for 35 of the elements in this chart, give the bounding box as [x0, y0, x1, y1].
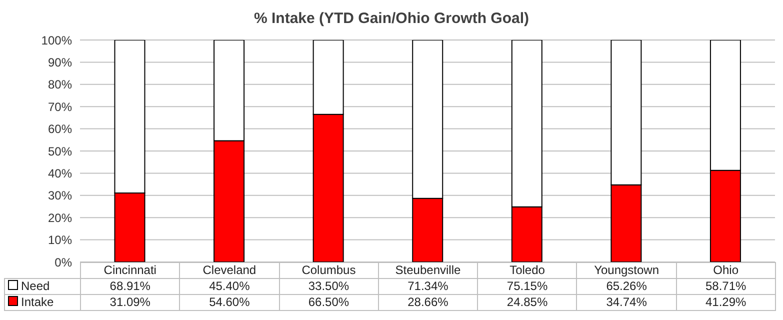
y-tick-label: 20%	[48, 210, 72, 225]
data-label: 71.34%	[378, 278, 478, 295]
data-label: 65.26%	[576, 278, 677, 295]
y-tick-label: 50%	[48, 144, 72, 158]
data-label: 24.85%	[477, 294, 578, 311]
y-tick-label: 100%	[41, 33, 72, 48]
x-tick-label: Columbus	[278, 262, 379, 279]
y-tick-label: 60%	[48, 122, 72, 136]
x-tick-label: Cincinnati	[80, 262, 180, 279]
y-tick-label: 30%	[48, 188, 72, 203]
data-label: 66.50%	[278, 294, 379, 311]
data-label: 28.66%	[378, 294, 478, 311]
x-tick-label: Cleveland	[179, 262, 280, 279]
chart-title: % Intake (YTD Gain/Ohio Growth Goal)	[252, 10, 530, 27]
y-tick-label: 10%	[48, 233, 72, 248]
legend-label: Need	[4, 278, 81, 295]
data-label: 54.60%	[179, 294, 280, 311]
legend-label: Intake	[4, 294, 81, 311]
x-tick-label: Steubenville	[378, 262, 478, 279]
data-label: 41.29%	[676, 294, 776, 311]
data-label: 68.91%	[80, 278, 180, 295]
x-tick-label: Toledo	[477, 262, 578, 279]
y-tick-label: 90%	[48, 55, 72, 70]
x-tick-label: Youngstown	[576, 262, 677, 279]
x-tick-label: Ohio	[676, 262, 776, 279]
y-tick-label: 40%	[48, 166, 72, 180]
data-label: 75.15%	[477, 278, 578, 295]
data-label: 58.71%	[676, 278, 776, 295]
data-label: 45.40%	[179, 278, 280, 295]
y-tick-label: 80%	[48, 78, 72, 92]
y-tick-label: 0%	[54, 255, 72, 270]
y-tick-label: 70%	[48, 100, 72, 114]
data-label: 31.09%	[80, 294, 180, 311]
data-label: 33.50%	[278, 278, 379, 295]
data-label: 34.74%	[576, 294, 677, 311]
